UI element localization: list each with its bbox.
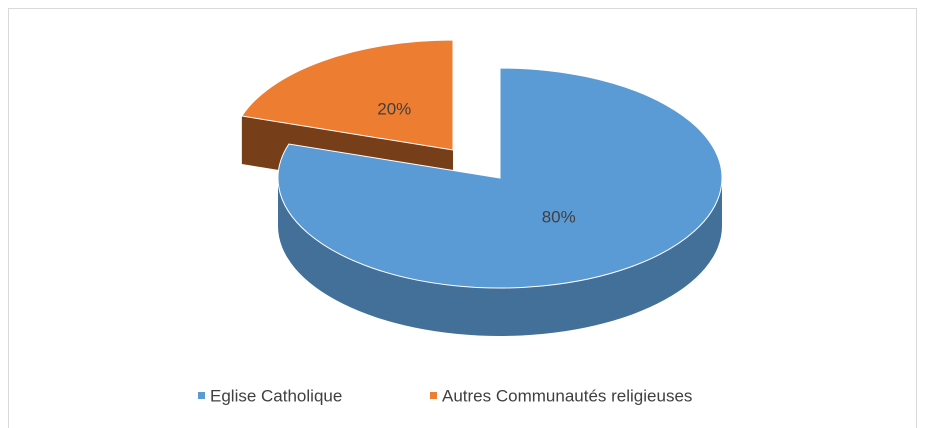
chart-border bbox=[8, 8, 917, 428]
data-label: 20% bbox=[377, 99, 411, 118]
legend-label: Eglise Catholique bbox=[210, 386, 342, 405]
legend-swatch bbox=[198, 392, 205, 399]
legend-swatch bbox=[430, 392, 437, 399]
legend: Eglise Catholique Autres Communautés reli… bbox=[198, 386, 692, 405]
slice bbox=[241, 39, 454, 151]
pie: 80% 20% bbox=[241, 39, 723, 336]
slice-side bbox=[278, 178, 722, 336]
legend-label: Autres Communautés religieuses bbox=[442, 386, 692, 405]
data-label: 80% bbox=[542, 208, 576, 227]
slice bbox=[277, 67, 723, 289]
